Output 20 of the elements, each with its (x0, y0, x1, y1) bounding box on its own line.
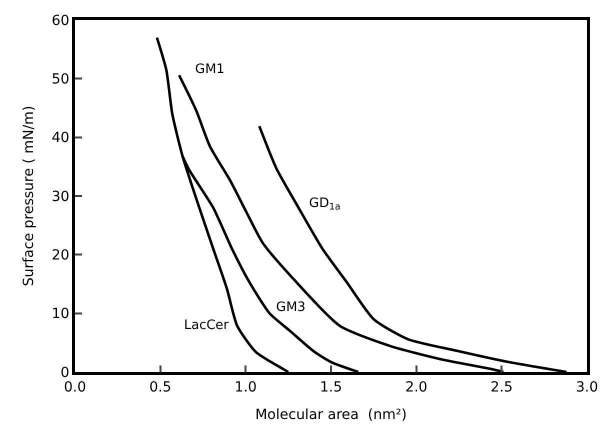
y-tick-label: 10 (52, 306, 70, 322)
series-label: GM3 (276, 300, 306, 315)
y-tick-label: 50 (52, 72, 70, 88)
x-tick-label: 2.0 (405, 380, 428, 396)
x-tick-label: 1.5 (320, 380, 342, 396)
y-tick-label: 20 (52, 248, 70, 264)
x-tick-label: 0.5 (149, 380, 172, 396)
y-tick-label: 0 (60, 364, 70, 381)
x-tick-label: 2.5 (490, 380, 513, 396)
series-label: GD$_{1a}$ (309, 196, 340, 213)
y-tick-label: 30 (52, 188, 70, 205)
y-axis-title: Surface pressure ( mN/m) (21, 106, 38, 286)
x-axis-title: Molecular area (nm²) (255, 406, 407, 423)
series-label: LacCer (184, 318, 230, 333)
y-tick-label: 60 (52, 12, 70, 29)
x-tick-label: 1.0 (234, 380, 257, 396)
x-tick-label: 0.0 (64, 380, 86, 396)
y-tick-label: 40 (52, 130, 70, 146)
series-label: GM1 (195, 62, 225, 77)
x-tick-label: 3.0 (576, 380, 598, 396)
